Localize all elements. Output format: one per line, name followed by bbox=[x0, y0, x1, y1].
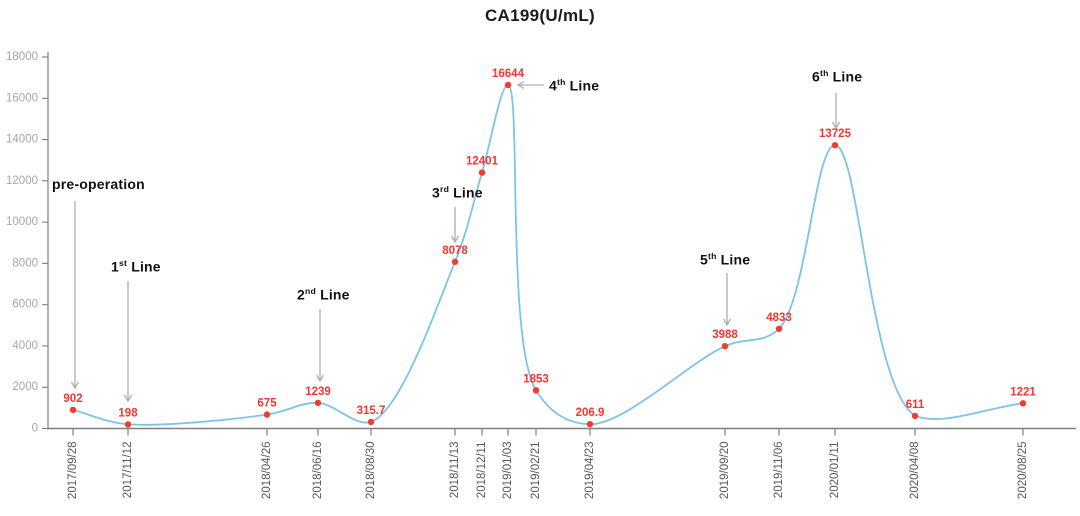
data-point bbox=[451, 258, 459, 265]
annotation-arrowhead bbox=[70, 381, 80, 390]
data-point bbox=[124, 421, 132, 428]
x-axis-tick-label: 2017/11/12 bbox=[122, 442, 134, 499]
y-axis-tick-label: 16000 bbox=[6, 92, 38, 104]
y-axis-tick-label: 4000 bbox=[12, 340, 38, 352]
x-axis-tick-label: 2018/04/26 bbox=[261, 442, 273, 500]
data-point-label: 611 bbox=[906, 399, 925, 411]
x-axis-tick-label: 2019/01/03 bbox=[502, 442, 514, 500]
x-axis-tick-label: 2018/08/30 bbox=[365, 442, 377, 500]
data-point-label: 206.9 bbox=[576, 407, 605, 419]
y-axis-tick-label: 10000 bbox=[6, 216, 38, 228]
data-point bbox=[775, 325, 783, 332]
x-axis-tick-label: 2019/09/20 bbox=[719, 442, 731, 500]
y-axis-tick-label: 6000 bbox=[12, 299, 38, 311]
data-point-label: 3988 bbox=[712, 329, 738, 341]
data-point bbox=[69, 406, 77, 414]
x-axis-tick-label: 2018/06/16 bbox=[312, 442, 324, 500]
annotation-arrowhead bbox=[315, 374, 325, 383]
data-point bbox=[586, 421, 594, 428]
data-point bbox=[367, 418, 375, 426]
data-point bbox=[532, 387, 540, 394]
data-point bbox=[478, 169, 486, 176]
y-axis-tick-label: 0 bbox=[32, 423, 38, 435]
data-point bbox=[314, 399, 322, 407]
y-axis-tick-label: 12000 bbox=[6, 175, 38, 187]
x-axis-tick-label: 2020/01/11 bbox=[829, 442, 841, 499]
data-point bbox=[504, 81, 512, 89]
data-point-label: 13725 bbox=[819, 128, 852, 140]
x-axis-tick-label: 2019/02/21 bbox=[530, 442, 542, 500]
data-point-label: 12401 bbox=[466, 156, 499, 168]
data-point-label: 1239 bbox=[305, 386, 331, 398]
data-point-label: 315.7 bbox=[357, 405, 386, 417]
annotation-arrowhead bbox=[722, 318, 732, 327]
annotation-arrowhead bbox=[123, 394, 133, 403]
x-axis-tick-label: 2018/11/13 bbox=[449, 442, 461, 499]
annotation-arrowhead bbox=[450, 235, 460, 244]
y-axis-tick-label: 2000 bbox=[12, 381, 38, 393]
data-point-label: 902 bbox=[63, 393, 82, 405]
x-axis-tick-label: 2019/04/23 bbox=[584, 442, 596, 500]
annotation-arrowhead bbox=[516, 80, 525, 90]
data-point-label: 4833 bbox=[766, 312, 792, 324]
y-axis-tick-label: 18000 bbox=[6, 51, 38, 63]
data-point-label: 1221 bbox=[1010, 386, 1036, 398]
data-point-label: 198 bbox=[118, 407, 138, 419]
data-point-label: 16644 bbox=[492, 68, 525, 80]
x-axis-tick-label: 2020/08/25 bbox=[1017, 442, 1029, 500]
data-point bbox=[1019, 400, 1027, 407]
x-axis-tick-label: 2020/04/08 bbox=[909, 442, 921, 500]
data-point bbox=[263, 411, 271, 418]
annotation-arrowhead bbox=[831, 121, 841, 130]
data-point-label: 8078 bbox=[442, 245, 468, 257]
y-axis-tick-label: 14000 bbox=[6, 134, 38, 146]
x-axis-tick-label: 2019/11/06 bbox=[773, 442, 785, 499]
y-axis-tick-label: 8000 bbox=[12, 257, 38, 269]
chart-title: CA199(U/mL) bbox=[484, 6, 596, 25]
x-axis-tick-label: 2017/09/28 bbox=[67, 442, 79, 500]
data-point bbox=[831, 142, 839, 149]
data-point bbox=[721, 343, 729, 350]
data-point-label: 675 bbox=[257, 398, 277, 410]
data-point bbox=[911, 412, 919, 420]
data-point-label: 1853 bbox=[523, 373, 549, 385]
x-axis-tick-label: 2018/12/11 bbox=[476, 442, 488, 499]
